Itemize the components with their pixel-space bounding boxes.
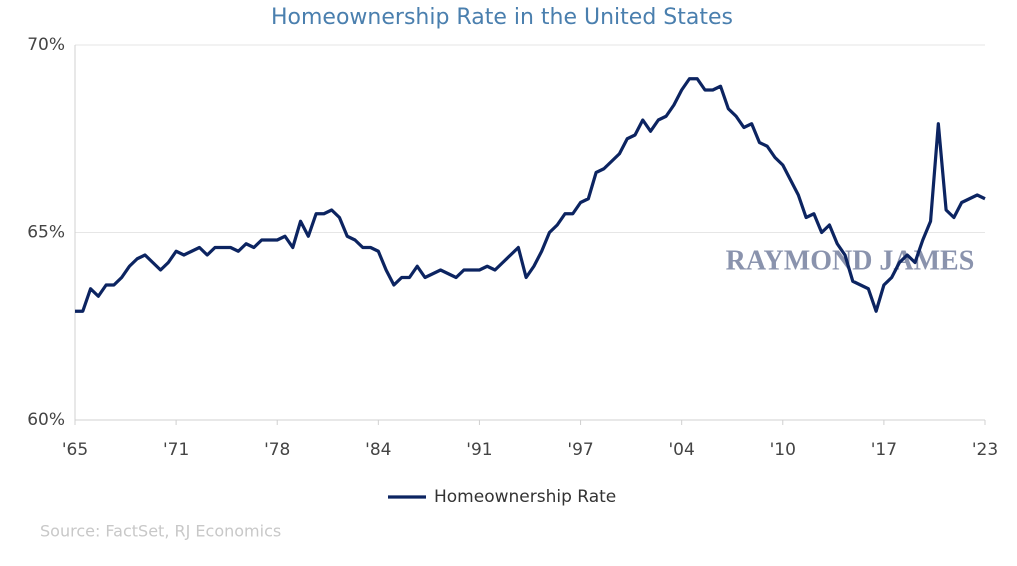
y-tick-label: 65% <box>27 223 65 243</box>
x-tick-label: '65 <box>62 440 88 460</box>
x-tick-label: '71 <box>163 440 189 460</box>
x-tick-label: '84 <box>365 440 391 460</box>
y-tick-label: 60% <box>27 410 65 430</box>
x-tick-label: '04 <box>669 440 695 460</box>
x-tick-label: '23 <box>972 440 998 460</box>
series-line <box>75 77 986 313</box>
x-tick-label: '10 <box>770 440 796 460</box>
y-tick-label: 70% <box>27 35 65 55</box>
x-tick-label: '91 <box>466 440 492 460</box>
source: Source: FactSet, RJ Economics <box>40 522 281 541</box>
x-tick-label: '17 <box>871 440 897 460</box>
legend-label: Homeownership Rate <box>434 487 616 507</box>
chart-title: Homeownership Rate in the United States <box>271 5 733 30</box>
x-tick-label: '78 <box>264 440 290 460</box>
x-tick-label: '97 <box>567 440 593 460</box>
